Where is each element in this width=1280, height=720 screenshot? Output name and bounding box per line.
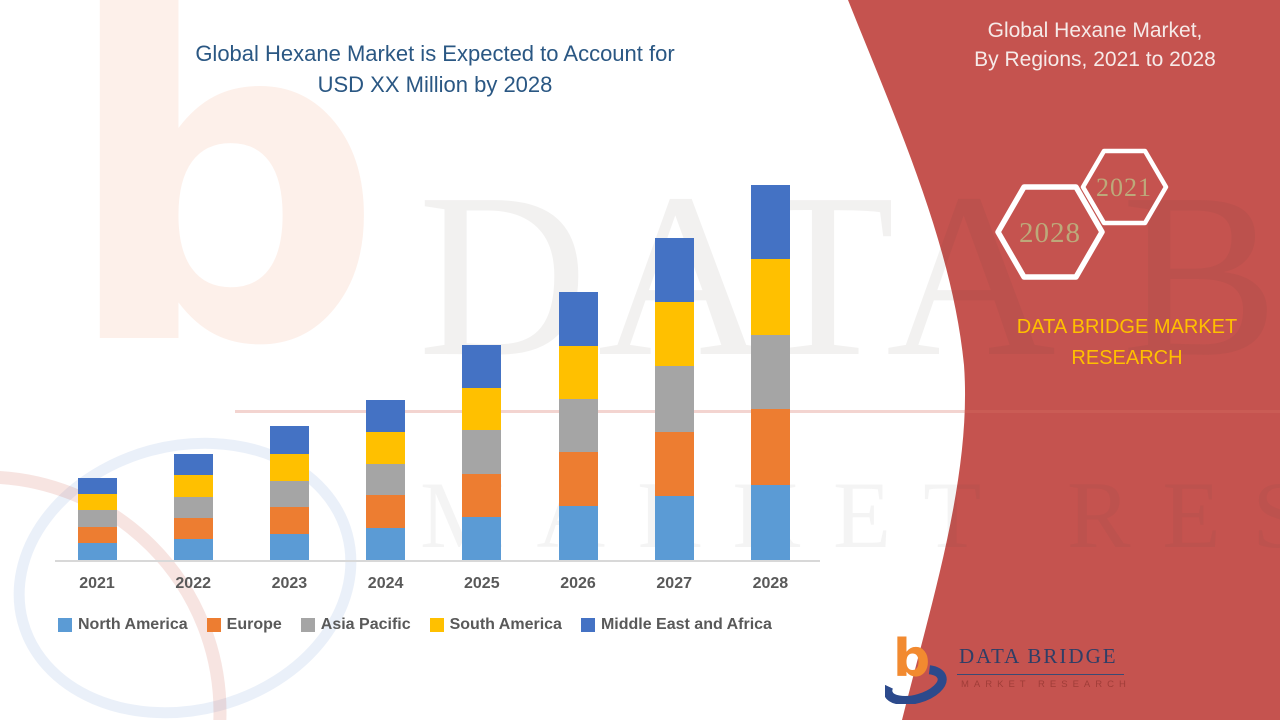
bar-segment-south-america [558,346,598,399]
bar-segment-middle-east-and-africa [654,238,694,302]
x-axis-label-2024: 2024 [367,575,404,592]
bar-segment-south-america [173,475,213,497]
bar-segment-north-america [654,496,694,560]
legend-swatch [300,618,315,632]
bar-segment-south-america [462,388,502,430]
sidebar-brand-line1: DATA BRIDGE MARKET [1016,316,1238,338]
sidebar-brand-text: DATA BRIDGE MARKET RESEARCH [988,312,1266,374]
legend-label: Europe [226,616,282,633]
bar-segment-south-america [750,259,790,335]
legend-swatch [580,618,595,632]
bar-segment-south-america [654,302,694,366]
logo-d-swoosh [885,664,947,704]
bar-segment-europe [750,409,790,485]
legend-item-north-america: North America [58,616,188,634]
bar-segment-asia-pacific [654,366,694,432]
bar-segment-south-america [366,432,406,464]
bar-segment-europe [654,432,694,496]
bar-segment-north-america [269,534,309,560]
bar-segment-middle-east-and-africa [750,185,790,259]
bar-segment-middle-east-and-africa [173,454,213,475]
sidebar-title: Global Hexane Market, By Regions, 2021 t… [945,16,1245,74]
bar-segment-asia-pacific [558,399,598,452]
bar-segment-asia-pacific [77,510,117,527]
bar-segment-north-america [173,539,213,560]
legend-item-asia-pacific: Asia Pacific [300,616,411,634]
legend-item-middle-east-and-africa: Middle East and Africa [580,616,772,634]
bar-segment-europe [77,527,117,543]
bar-segment-north-america [77,543,117,560]
legend-label: North America [78,616,188,633]
x-axis-label-2028: 2028 [752,575,789,592]
stacked-bar-2027 [654,238,694,560]
x-axis-label-2026: 2026 [560,575,596,592]
stacked-bar-2026 [558,292,598,560]
footer-logo: b DATA BRIDGE MARKET RESEARCH [885,632,1175,712]
legend-label: Middle East and Africa [600,616,772,633]
stacked-bar-2022 [173,454,213,560]
x-axis-line [55,560,820,562]
bar-segment-south-america [269,454,309,481]
stacked-bar-2024 [366,400,406,560]
x-axis-label-2027: 2027 [656,575,692,592]
bar-segment-asia-pacific [366,464,406,495]
data-bridge-logo-icon: b [885,632,947,704]
bar-segment-north-america [366,528,406,560]
legend-item-europe: Europe [206,616,282,634]
bar-segment-middle-east-and-africa [558,292,598,346]
x-axis-label-2022: 2022 [175,575,211,592]
bar-segment-north-america [462,517,502,560]
sidebar-shape [848,0,1280,720]
footer-logo-subtext: MARKET RESEARCH [961,679,1131,690]
bar-segment-asia-pacific [462,430,502,474]
legend-swatch [429,618,444,632]
chart-title-line2: USD XX Million by 2028 [317,72,553,97]
stacked-bar-2023 [269,426,309,560]
bar-segment-europe [366,495,406,528]
plot-area: 2021 2022 2023 2024 2025 2026 2027 2028 North A… [55,185,820,634]
bar-segment-middle-east-and-africa [462,345,502,388]
sidebar-title-line1: Global Hexane Market, [987,19,1203,42]
bar-segment-south-america [77,494,117,510]
bar-segment-asia-pacific [750,335,790,409]
sidebar-title-line2: By Regions, 2021 to 2028 [974,48,1216,71]
x-axis-label-2023: 2023 [271,575,308,592]
chart-title-line1: Global Hexane Market is Expected to Acco… [195,41,675,66]
bar-segment-north-america [558,506,598,560]
bar-segment-europe [558,452,598,506]
logo-b-glyph: b [893,632,930,689]
chart-legend: North America Europe Asia Pacific South Ame… [58,616,772,634]
legend-swatch [206,618,221,632]
legend-item-south-america: South America [429,616,562,634]
stacked-bar-2025 [462,345,502,560]
sidebar-brand-line2: RESEARCH [1071,347,1183,369]
legend-swatch [58,618,72,632]
stacked-bar-2021 [77,478,117,560]
x-axis-label-2025: 2025 [464,575,500,592]
bar-segment-asia-pacific [269,481,309,507]
bar-segment-north-america [750,485,790,560]
stacked-bar-2028 [750,185,790,560]
chart-title: Global Hexane Market is Expected to Acco… [70,38,800,100]
bar-segment-middle-east-and-africa [269,426,309,454]
bar-segment-europe [173,518,213,539]
bar-segment-middle-east-and-africa [366,400,406,432]
bar-segment-europe [269,507,309,534]
bar-segment-europe [462,474,502,517]
footer-logo-name: DATA BRIDGE [957,644,1124,675]
legend-label: Asia Pacific [320,616,411,633]
bar-segment-middle-east-and-africa [77,478,117,494]
x-axis-label-2021: 2021 [79,575,115,592]
legend-label: South America [449,616,562,633]
bar-segment-asia-pacific [173,497,213,518]
